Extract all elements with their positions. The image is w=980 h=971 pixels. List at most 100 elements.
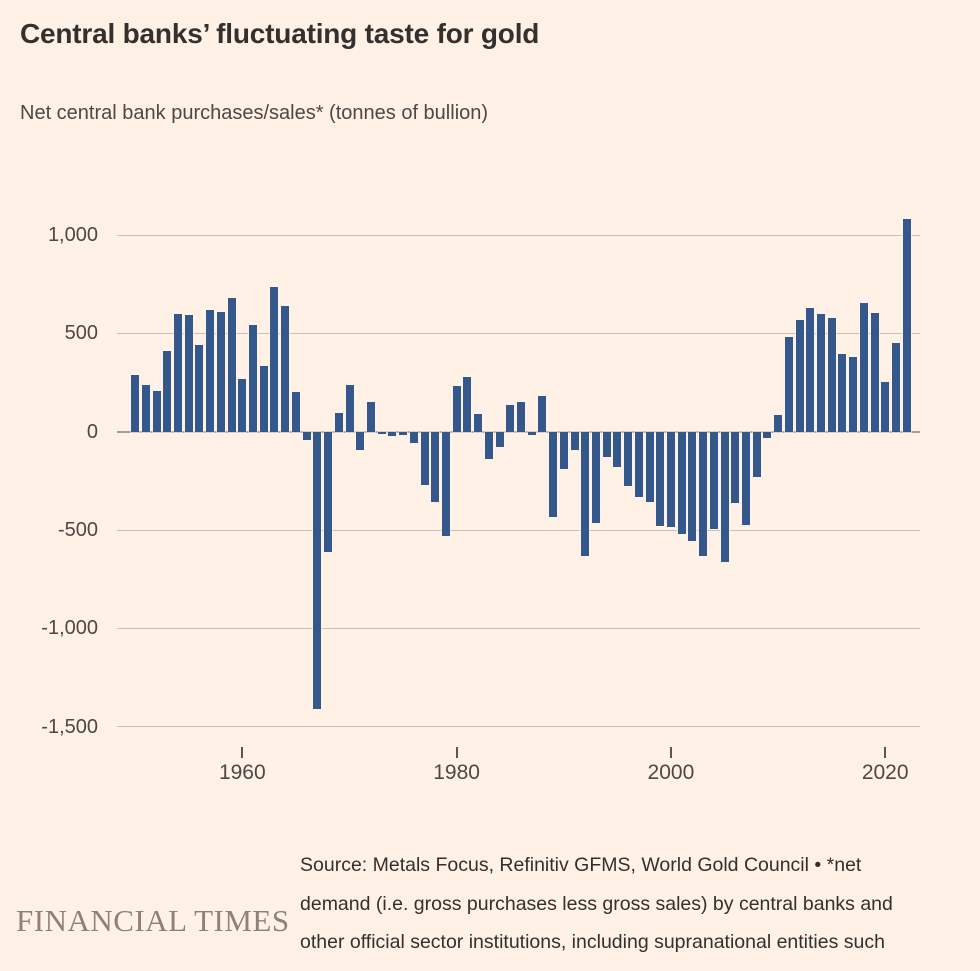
bar-1967: [313, 431, 322, 709]
bar-1969: [334, 413, 343, 432]
bar-1959: [227, 298, 236, 432]
bar-2020: [881, 381, 890, 432]
bar-1984: [495, 431, 504, 448]
bar-1963: [270, 287, 279, 432]
bar-1952: [152, 391, 161, 432]
bar-1957: [206, 309, 215, 432]
bar-1973: [377, 431, 386, 434]
bar-2012: [795, 319, 804, 432]
bar-1988: [538, 396, 547, 432]
bar-1971: [356, 431, 365, 451]
bar-1960: [238, 378, 247, 432]
bar-1977: [420, 431, 429, 485]
bar-1968: [324, 431, 332, 552]
x-axis-tick-2020: [884, 747, 887, 758]
bar-2013: [806, 307, 815, 432]
bar-1995: [613, 431, 622, 468]
bar-2019: [870, 312, 879, 432]
bar-2004: [709, 431, 718, 529]
financial-times-logo: FINANCIAL TIMES: [16, 903, 290, 938]
gridline-500: [117, 332, 920, 334]
bar-1964: [281, 305, 290, 432]
bar-1992: [581, 431, 590, 556]
x-axis-label-1960: 1960: [218, 761, 266, 784]
bar-1951: [141, 384, 150, 432]
bar-1994: [602, 431, 611, 458]
bar-2008: [752, 431, 761, 477]
y-axis-label-0: 0: [86, 420, 98, 443]
x-axis-tick-1980: [455, 747, 458, 758]
bar-2000: [666, 431, 675, 528]
bar-2016: [838, 354, 847, 432]
bar-2006: [731, 431, 740, 504]
bar-1958: [216, 311, 225, 432]
bar-1981: [463, 376, 472, 432]
bar-1998: [645, 431, 654, 503]
bar-1976: [409, 431, 418, 444]
bar-1956: [195, 345, 204, 432]
bar-1961: [249, 324, 257, 432]
gridline--1500: [117, 726, 920, 728]
bar-1978: [431, 431, 440, 503]
bar-2014: [816, 313, 825, 432]
bar-1991: [570, 431, 579, 451]
bar-2017: [849, 357, 858, 432]
bar-1987: [527, 431, 536, 435]
x-axis-label-1980: 1980: [433, 761, 480, 784]
source-note: Source: Metals Focus, Refinitiv GFMS, Wo…: [300, 846, 960, 962]
x-axis-tick-1960: [241, 747, 244, 758]
bar-1986: [516, 402, 525, 432]
bar-2022: [902, 219, 911, 432]
bar-1953: [163, 351, 172, 432]
bar-2010: [774, 415, 782, 432]
source-line-1: Source: Metals Focus, Refinitiv GFMS, Wo…: [300, 854, 862, 876]
bar-1989: [549, 431, 557, 518]
bar-1993: [591, 431, 600, 524]
y-axis-label--1000: -1,000: [41, 617, 98, 640]
bar-1975: [399, 431, 407, 435]
y-axis-label--500: -500: [57, 519, 98, 541]
y-axis-label--1500: -1,500: [41, 715, 98, 738]
chart-subtitle: Net central bank purchases/sales* (tonne…: [20, 102, 489, 124]
bar-2003: [699, 431, 707, 556]
bar-1997: [634, 431, 643, 497]
chart-title: Central banks’ fluctuating taste for gol…: [20, 18, 540, 49]
bar-1950: [131, 374, 140, 432]
x-axis-label-2020: 2020: [861, 761, 909, 784]
gridline--1000: [117, 627, 920, 629]
bar-1966: [302, 431, 311, 440]
bar-2011: [784, 337, 793, 432]
bar-2001: [677, 431, 686, 534]
bar-2009: [763, 431, 772, 438]
bar-2015: [827, 317, 836, 432]
bar-2002: [688, 431, 697, 541]
bar-1980: [452, 385, 461, 432]
bar-1974: [388, 431, 397, 436]
bar-1999: [656, 431, 665, 527]
bar-1982: [474, 414, 482, 432]
gridline--500: [117, 529, 920, 531]
bar-1985: [506, 405, 515, 432]
bar-1970: [345, 384, 354, 432]
bar-1996: [624, 431, 632, 486]
y-axis-label-1000: 1,000: [47, 224, 98, 247]
bar-1962: [259, 365, 268, 432]
source-line-3: other official sector institutions, incl…: [300, 931, 885, 954]
zero-gridline: [117, 430, 920, 433]
bar-1954: [174, 313, 182, 432]
bar-2021: [891, 343, 900, 432]
source-line-2: demand (i.e. gross purchases less gross …: [300, 892, 893, 915]
bar-2007: [741, 431, 750, 526]
gridline-1000: [117, 234, 920, 236]
bar-1965: [291, 392, 300, 432]
bar-2005: [720, 431, 729, 563]
bar-1972: [366, 402, 375, 432]
bar-2018: [859, 302, 868, 432]
x-axis-label-2000: 2000: [647, 761, 695, 784]
x-axis-tick-2000: [669, 747, 672, 758]
bar-1955: [184, 314, 193, 432]
bar-1979: [441, 431, 450, 536]
bar-1990: [559, 431, 568, 470]
y-axis-label-500: 500: [64, 322, 98, 345]
